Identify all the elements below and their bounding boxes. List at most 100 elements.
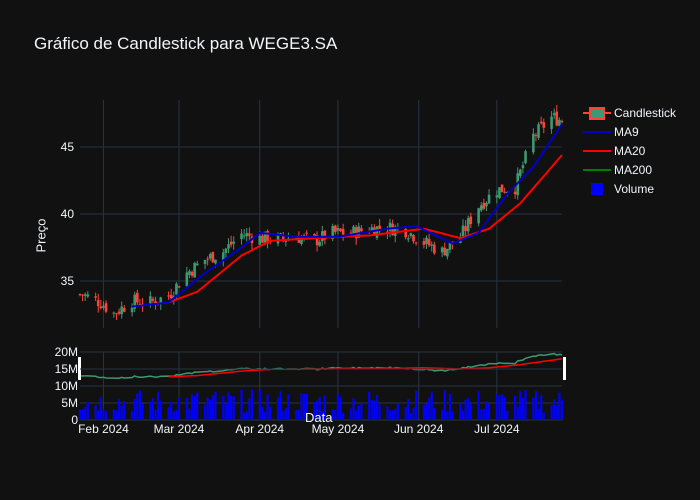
volume-bar (154, 409, 157, 420)
rangeslider-right-handle (563, 357, 566, 380)
volume-bar (279, 391, 282, 420)
candle-body (404, 228, 407, 238)
volume-bar (448, 393, 452, 420)
volume-bar (370, 400, 373, 420)
volume-bar (297, 410, 300, 420)
volume-bar (227, 392, 230, 420)
candle-body (391, 223, 394, 236)
volume-bar (433, 408, 436, 420)
candle-body (550, 116, 553, 129)
volume-bar (467, 397, 470, 420)
candle-body (211, 252, 215, 263)
volume-bar (196, 392, 199, 420)
volume-bar (542, 412, 545, 420)
volume-bar (404, 406, 407, 420)
volume-bar (185, 397, 188, 420)
volume-bar (172, 411, 175, 420)
candle-body (245, 233, 249, 237)
candle-body (331, 225, 335, 239)
candle-body (534, 134, 538, 136)
candle-body (519, 169, 522, 176)
candle-body (412, 235, 415, 242)
candle-body (500, 184, 504, 193)
legend-item-ma200[interactable]: MA200 (580, 160, 676, 179)
volume-bar (203, 404, 207, 420)
volume-bar (469, 402, 472, 420)
ma9-line-icon (580, 122, 614, 141)
candle-body (276, 234, 280, 244)
volume-bar (394, 408, 397, 420)
candle-body (193, 262, 196, 278)
rangeslider-candles (79, 352, 563, 379)
volume-bar (243, 413, 246, 420)
candle-body (263, 231, 267, 243)
candle-body (195, 263, 199, 266)
candle-body (378, 225, 381, 229)
volume-bar (321, 410, 324, 420)
volume-bar (250, 389, 254, 420)
volume-bar (86, 401, 89, 420)
candle-body (279, 233, 282, 235)
volume-bar (485, 401, 488, 420)
candle-body (315, 235, 319, 246)
volume-bar (477, 391, 480, 420)
volume-bar (232, 396, 235, 420)
volume-bar (123, 401, 126, 420)
volume-bar (211, 395, 214, 420)
legend-item-ma9[interactable]: MA9 (580, 122, 676, 141)
candle-body (409, 233, 413, 236)
volume-bar (495, 394, 498, 420)
candle-body (558, 119, 561, 126)
candle-body (177, 286, 181, 288)
candle-body (120, 306, 123, 315)
volume-bar (430, 392, 433, 420)
candle-body (503, 191, 506, 193)
volume-square-icon (580, 179, 614, 198)
volume-bar (391, 410, 394, 420)
volume-bar (117, 399, 121, 420)
candle-body (169, 294, 173, 299)
volume-bar (498, 395, 501, 420)
candle-body (305, 232, 308, 234)
candle-body (537, 124, 540, 138)
volume-bar (516, 406, 519, 420)
candle-body (406, 238, 410, 240)
volume-bar (175, 410, 178, 420)
volume-bar (159, 400, 162, 420)
candle-body (461, 225, 465, 237)
candle-body (159, 297, 163, 304)
candle-body (266, 230, 269, 244)
legend-item-volume[interactable]: Volume (580, 179, 676, 198)
volume-bar (167, 407, 170, 420)
volume-bar (487, 403, 491, 420)
candlestick-legend-icon (580, 103, 614, 122)
volume-bar (131, 411, 134, 420)
volume-bar (388, 410, 392, 420)
candle-body (227, 244, 230, 249)
volume-bar (412, 407, 415, 420)
candle-body (334, 225, 337, 232)
volume-bar (524, 390, 527, 420)
x-tick-label: Jun 2024 (394, 422, 444, 436)
legend-item-candlestick[interactable]: Candlestick (580, 103, 676, 122)
volume-bar (357, 405, 360, 420)
volume-bar (81, 409, 84, 420)
volume-bar (425, 403, 428, 420)
volume-bar (282, 410, 285, 420)
y-tick-label: 40 (61, 207, 75, 221)
candle-body (469, 216, 473, 225)
volume-bar (386, 406, 389, 420)
legend-item-ma20[interactable]: MA20 (580, 141, 676, 160)
candle-body (122, 308, 126, 312)
candle-body (433, 244, 436, 254)
candle-body (136, 292, 139, 303)
candle-body (339, 228, 342, 232)
candle-body (185, 272, 189, 286)
volume-bar (506, 410, 509, 420)
legend-label-ma9: MA9 (614, 124, 639, 139)
volume-bar (396, 403, 399, 420)
x-tick-label: Mar 2024 (154, 422, 205, 436)
candle-body (133, 294, 137, 309)
candle-body (149, 296, 152, 304)
